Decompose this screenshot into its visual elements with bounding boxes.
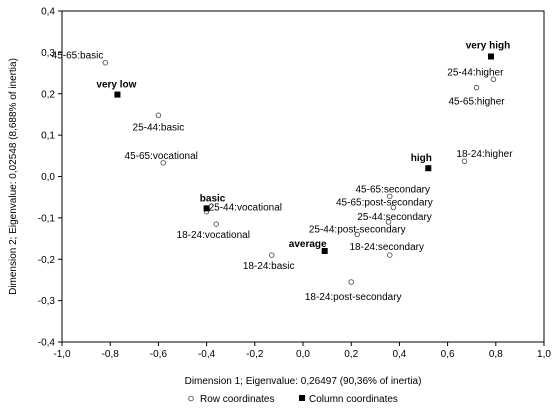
row-point-marker <box>461 158 468 164</box>
x-tick-label: -1,0 <box>53 349 71 360</box>
row-point-marker <box>268 252 275 258</box>
x-tick-label: -0,2 <box>246 349 264 360</box>
column-point-marker <box>203 205 210 212</box>
row-point-marker <box>160 160 166 166</box>
x-tick-label: 0,6 <box>441 349 455 360</box>
x-tick-label: 1,0 <box>537 349 551 360</box>
legend: Row coordinates Column coordinates <box>188 394 398 405</box>
y-tick-label: -0,3 <box>38 296 56 307</box>
y-tick-label: -0,1 <box>38 213 56 224</box>
x-tick-label: 0,2 <box>344 349 358 360</box>
row-point-label: 18-24:vocational <box>177 230 250 241</box>
column-point-label: basic <box>200 193 226 204</box>
data-points <box>102 53 497 285</box>
y-tick-label: 0,1 <box>41 131 55 142</box>
column-point-marker <box>487 53 494 60</box>
legend-row-marker <box>188 395 194 402</box>
row-point-marker <box>387 193 393 200</box>
row-point-marker <box>102 59 109 66</box>
row-point-label: 25-44:higher <box>447 67 504 78</box>
column-point-label: average <box>289 239 327 250</box>
row-point-label: 18-24:secondary <box>350 242 425 253</box>
row-point-marker <box>387 252 393 258</box>
row-point-marker <box>155 112 162 119</box>
y-axis-ticks: 0,4 0,3 0,2 0,1 0,0 -0,1 -0,2 -0,3 -0,4 <box>38 7 62 349</box>
row-point-label: 25-44:post-secondary <box>309 224 406 235</box>
column-point-label: very low <box>96 80 136 91</box>
x-axis-label: Dimension 1; Eigenvalue: 0,26497 (90,36%… <box>185 376 422 387</box>
row-point-label: 45-65:vocational <box>125 151 198 162</box>
plot-frame <box>61 10 545 343</box>
y-tick-label: 0,2 <box>41 89 55 100</box>
row-point-label: 18-24:higher <box>456 149 513 160</box>
y-tick-label: -0,4 <box>38 338 56 349</box>
row-point-label: 18-24:post-secondary <box>305 292 402 303</box>
row-point-marker <box>490 76 497 83</box>
column-point-marker <box>114 91 121 98</box>
y-axis-label: Dimension 2; Eigenvalue: 0,02548 (8,688%… <box>8 58 19 295</box>
y-tick-label: 0,3 <box>41 48 55 59</box>
data-labels: 45-65:basic 25-44:basic 45-65:vocational 25… <box>52 41 514 303</box>
column-point-marker <box>425 165 432 172</box>
y-tick-label: 0,4 <box>41 7 55 18</box>
row-point-marker <box>354 231 360 238</box>
x-tick-label: -0,4 <box>198 349 216 360</box>
x-tick-label: 0,8 <box>489 349 503 360</box>
y-tick-label: -0,2 <box>38 255 56 266</box>
row-point-label: 25-44:vocational <box>209 203 282 214</box>
row-point-label: 18-24:basic <box>243 261 295 272</box>
row-point-label: 45-65:basic <box>52 51 104 62</box>
row-point-marker <box>473 84 480 91</box>
column-point-label: high <box>411 153 432 164</box>
row-point-label: 45-65:higher <box>448 97 505 108</box>
row-point-label: 45-65:post-secondary <box>336 198 433 209</box>
column-point-marker <box>321 247 328 254</box>
x-tick-label: -0,8 <box>102 349 120 360</box>
row-point-label: 25-44:secondary <box>357 212 432 223</box>
legend-row-label: Row coordinates <box>200 394 274 405</box>
x-tick-label: -0,6 <box>150 349 168 360</box>
column-point-label: very high <box>466 41 510 52</box>
y-tick-label: 0,0 <box>41 172 55 183</box>
row-point-marker <box>390 204 397 211</box>
legend-column-label: Column coordinates <box>309 394 398 405</box>
row-point-marker <box>348 279 354 285</box>
x-tick-label: 0,0 <box>296 349 310 360</box>
row-point-marker <box>385 219 392 225</box>
legend-column-marker <box>299 395 305 401</box>
row-point-label: 45-65:secondary <box>356 184 431 195</box>
row-point-marker <box>213 221 219 227</box>
x-axis-ticks: -1,0 -0,8 -0,6 -0,4 -0,2 0,0 0,2 0,4 0,6 0,8 1,0 <box>53 342 551 360</box>
row-point-label: 25-44:basic <box>133 122 185 133</box>
x-tick-label: 0,4 <box>392 349 406 360</box>
